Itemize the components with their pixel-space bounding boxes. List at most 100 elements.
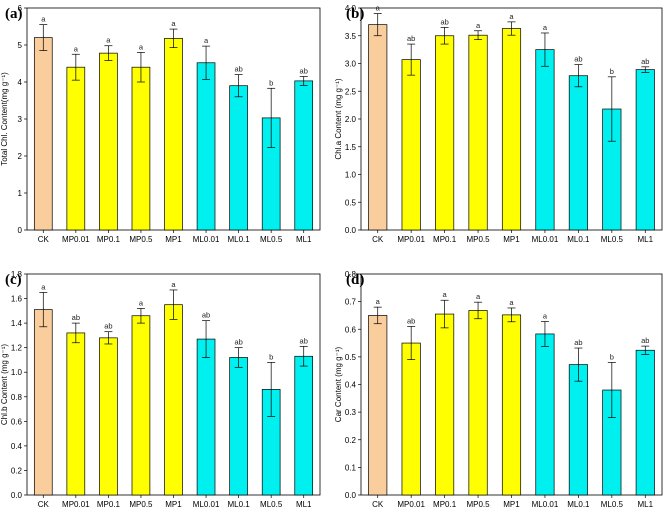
y-tick-label: 0.4 bbox=[345, 381, 357, 390]
y-tick-label: 0.6 bbox=[345, 325, 357, 334]
bar-MP0.5 bbox=[131, 66, 151, 231]
x-tick-label: ML0.1 bbox=[227, 235, 250, 244]
significance-label: ab bbox=[574, 338, 582, 347]
x-tick-label: MP0.5 bbox=[129, 500, 153, 508]
bar-MP0.1 bbox=[99, 52, 118, 231]
y-tick-label: 6 bbox=[18, 4, 23, 13]
x-tick-label: MP0.5 bbox=[466, 500, 490, 508]
bar-ML1 bbox=[635, 69, 655, 231]
bar-MP0.01 bbox=[401, 59, 421, 231]
y-tick-label: 1 bbox=[18, 189, 23, 198]
bar-MP1 bbox=[164, 304, 183, 496]
x-tick-label: MP0.01 bbox=[397, 235, 425, 244]
significance-label: a bbox=[376, 297, 381, 306]
bar-CK bbox=[33, 37, 53, 231]
y-tick-label: 1.0 bbox=[11, 368, 23, 377]
x-tick-label: ML1 bbox=[296, 500, 312, 508]
y-axis-title: Car Content (mg g⁻¹) bbox=[334, 346, 343, 422]
x-tick-label: ML0.1 bbox=[567, 500, 590, 508]
bar-ML1 bbox=[635, 349, 655, 496]
significance-label: a bbox=[106, 36, 111, 45]
x-tick-label: CK bbox=[38, 500, 50, 508]
panel-label: (d) bbox=[346, 272, 364, 288]
bar-ML0.1 bbox=[568, 75, 588, 231]
y-tick-label: 2.0 bbox=[345, 115, 357, 124]
significance-label: a bbox=[139, 298, 144, 307]
significance-label: ab bbox=[202, 311, 210, 320]
x-tick-label: ML0.5 bbox=[601, 500, 624, 508]
y-tick-label: 0.3 bbox=[345, 408, 357, 417]
y-tick-label: 0.0 bbox=[11, 491, 23, 500]
y-tick-label: 0.2 bbox=[11, 466, 23, 475]
x-tick-label: ML0.01 bbox=[193, 500, 220, 508]
x-tick-label: MP0.1 bbox=[97, 235, 121, 244]
bar-ML0.1 bbox=[568, 364, 588, 496]
x-tick-label: CK bbox=[372, 235, 384, 244]
significance-label: ab bbox=[407, 316, 415, 325]
x-tick-label: MP1 bbox=[503, 500, 520, 508]
x-tick-label: MP0.1 bbox=[433, 235, 457, 244]
x-tick-label: MP0.1 bbox=[97, 500, 121, 508]
y-tick-label: 4.0 bbox=[345, 4, 357, 13]
y-tick-label: 2.5 bbox=[345, 87, 357, 96]
chart-panel-4: (d) 0.0 0.1 0.2 0.3 0.4 0.5 0.6 0.7 0.8 Car Conten… bbox=[334, 270, 663, 509]
bar-MP0.01 bbox=[66, 66, 86, 231]
y-tick-label: 0.0 bbox=[345, 491, 357, 500]
significance-label: ab bbox=[407, 34, 415, 43]
x-tick-label: MP0.1 bbox=[433, 500, 457, 508]
bar-ML1 bbox=[294, 80, 314, 231]
bar-MP1 bbox=[501, 28, 522, 231]
x-tick-label: MP0.01 bbox=[62, 235, 90, 244]
y-tick-label: 0.5 bbox=[345, 198, 357, 207]
y-tick-label: 0.8 bbox=[345, 270, 357, 279]
y-tick-label: 1.4 bbox=[11, 319, 23, 328]
significance-label: b bbox=[610, 67, 614, 76]
bar-MP0.1 bbox=[99, 337, 118, 496]
significance-label: a bbox=[41, 15, 46, 24]
y-tick-label: 0.4 bbox=[11, 442, 23, 451]
bar-MP0.5 bbox=[131, 315, 151, 496]
y-tick-label: 5 bbox=[18, 41, 23, 50]
bar-MP0.5 bbox=[468, 310, 488, 496]
bar-MP0.1 bbox=[435, 313, 455, 496]
y-tick-label: 3.0 bbox=[345, 60, 357, 69]
significance-label: ab bbox=[574, 55, 582, 64]
significance-label: ab bbox=[440, 17, 448, 26]
x-tick-label: ML0.01 bbox=[193, 235, 220, 244]
y-tick-label: 3 bbox=[18, 115, 23, 124]
significance-label: a bbox=[74, 44, 79, 53]
significance-label: a bbox=[509, 298, 514, 307]
significance-label: ab bbox=[641, 57, 649, 66]
y-tick-label: 0.2 bbox=[345, 436, 357, 445]
y-tick-label: 0.8 bbox=[11, 393, 23, 402]
y-tick-label: 3.5 bbox=[345, 32, 357, 41]
bar-MP0.5 bbox=[468, 34, 488, 231]
bar-MP0.01 bbox=[401, 342, 421, 496]
significance-label: a bbox=[171, 19, 176, 28]
significance-label: a bbox=[476, 21, 481, 30]
significance-label: a bbox=[376, 4, 381, 13]
bar-MP0.01 bbox=[66, 332, 86, 496]
bar-CK bbox=[368, 24, 388, 231]
chart-panel-3: (c) 0.0 0.2 0.4 0.6 0.8 1.0 1.2 1.4 1.6 1.8 Chl.b C… bbox=[0, 270, 321, 509]
bar-CK bbox=[33, 309, 53, 496]
bar-ML0.01 bbox=[196, 62, 216, 231]
significance-label: a bbox=[171, 280, 176, 289]
significance-label: a bbox=[509, 12, 514, 21]
bar-CK bbox=[368, 315, 388, 496]
y-tick-label: 1.2 bbox=[11, 344, 23, 353]
x-tick-label: MP0.5 bbox=[466, 235, 490, 244]
x-tick-label: ML0.01 bbox=[532, 500, 559, 508]
significance-label: a bbox=[443, 290, 448, 299]
x-tick-label: ML0.5 bbox=[601, 235, 624, 244]
panel-label: (b) bbox=[346, 6, 364, 22]
significance-label: a bbox=[543, 23, 548, 32]
x-tick-label: ML1 bbox=[296, 235, 312, 244]
y-tick-label: 1.6 bbox=[11, 295, 23, 304]
significance-label: a bbox=[543, 312, 548, 321]
bar-MP1 bbox=[501, 314, 522, 496]
bar-ML0.1 bbox=[229, 85, 248, 231]
y-axis-title: Total Chl. Content(mg g⁻¹) bbox=[0, 72, 9, 166]
y-tick-label: 0.5 bbox=[345, 353, 357, 362]
